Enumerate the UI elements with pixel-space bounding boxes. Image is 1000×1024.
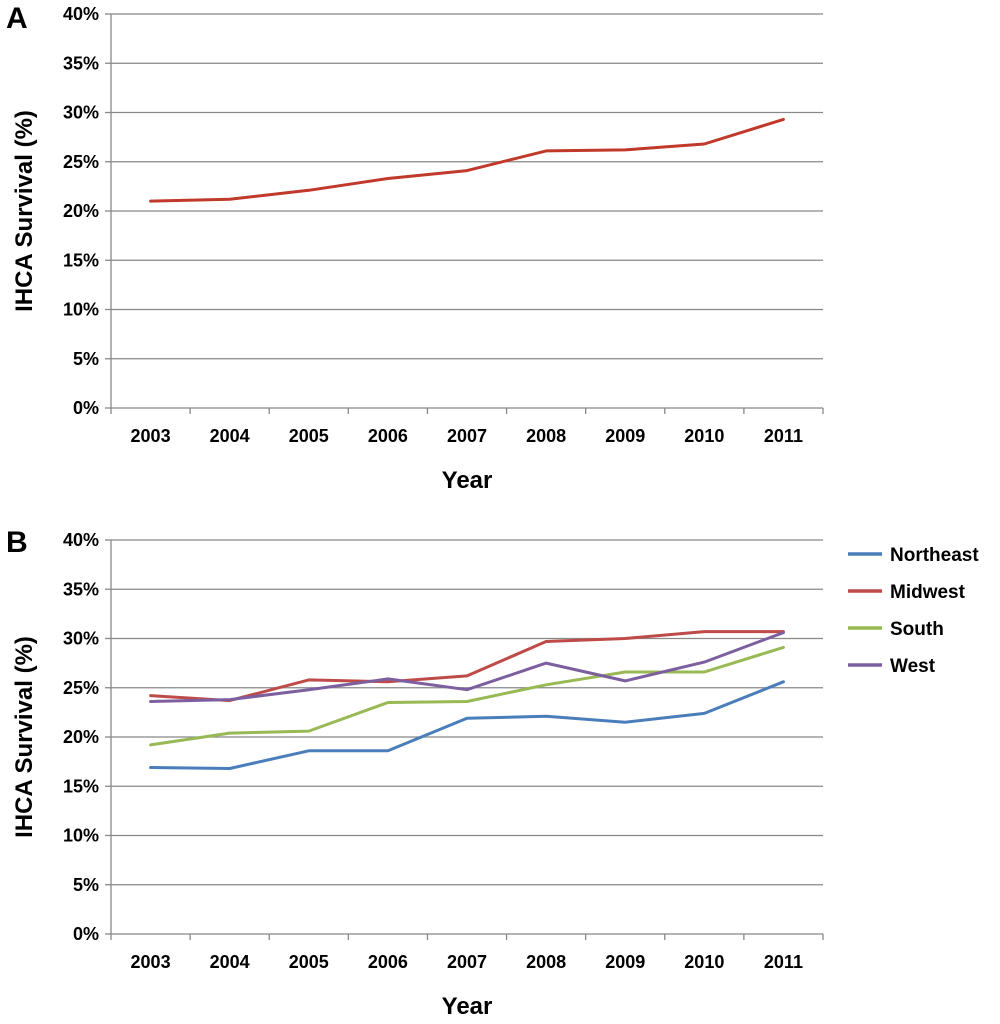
panel-label-b: B — [6, 526, 28, 559]
x-tick-label: 2005 — [289, 952, 329, 972]
x-tick-label: 2011 — [764, 426, 803, 446]
series-line-midwest — [149, 630, 785, 703]
y-tick-label: 15% — [63, 250, 99, 270]
y-tick-label: 20% — [63, 727, 99, 747]
y-tick-label: 25% — [63, 678, 99, 698]
y-tick-label: 10% — [63, 300, 99, 320]
x-tick-label: 2006 — [368, 426, 408, 446]
y-axis-title: IHCA Survival (%) — [11, 110, 38, 312]
y-tick-label: 40% — [63, 4, 99, 24]
y-tick-label: 20% — [63, 201, 99, 221]
legend-label: Northeast — [890, 545, 979, 566]
x-tick-label: 2007 — [447, 952, 487, 972]
x-axis-title: Year — [442, 467, 493, 494]
y-tick-label: 10% — [63, 826, 99, 846]
x-tick-label: 2003 — [131, 426, 171, 446]
y-tick-label: 30% — [63, 629, 99, 649]
x-tick-label: 2008 — [526, 952, 566, 972]
panel-label-a: A — [6, 2, 28, 35]
series-line-overall — [149, 117, 785, 203]
y-tick-label: 5% — [73, 875, 99, 895]
legend-label: South — [890, 619, 944, 640]
legend-label: West — [890, 656, 936, 677]
x-tick-label: 2009 — [605, 952, 645, 972]
y-tick-label: 15% — [63, 776, 99, 796]
x-tick-label: 2005 — [289, 426, 329, 446]
y-tick-label: 30% — [63, 103, 99, 123]
chart-a: 0% 5% 10% 15% 20% 25% 30% 35% 40% 2003 2004 2005 200… — [11, 4, 824, 494]
y-tick-label: 35% — [63, 53, 99, 73]
x-tick-label: 2007 — [447, 426, 487, 446]
x-axis-title: Year — [442, 993, 493, 1020]
y-tick-label: 25% — [63, 152, 99, 172]
series-line-south — [149, 645, 785, 747]
y-tick-label: 35% — [63, 579, 99, 599]
chart-b: 0% 5% 10% 15% 20% 25% 30% 35% 40% 2003 2004 2005 200… — [11, 530, 979, 1020]
y-axis-title: IHCA Survival (%) — [11, 636, 38, 838]
x-tick-label: 2011 — [764, 952, 803, 972]
series-line-west — [149, 631, 785, 703]
legend-label: Midwest — [890, 582, 966, 603]
x-tick-label: 2008 — [526, 426, 566, 446]
y-tick-label: 5% — [73, 349, 99, 369]
x-tick-label: 2003 — [131, 952, 171, 972]
x-tick-label: 2009 — [605, 426, 645, 446]
x-tick-label: 2010 — [684, 426, 724, 446]
y-tick-label: 40% — [63, 530, 99, 550]
x-tick-label: 2004 — [210, 426, 250, 446]
x-tick-label: 2006 — [368, 952, 408, 972]
series-line-northeast — [149, 680, 785, 770]
y-tick-label: 0% — [73, 924, 99, 944]
y-tick-label: 0% — [73, 398, 99, 418]
x-tick-label: 2010 — [684, 952, 724, 972]
x-tick-label: 2004 — [210, 952, 250, 972]
